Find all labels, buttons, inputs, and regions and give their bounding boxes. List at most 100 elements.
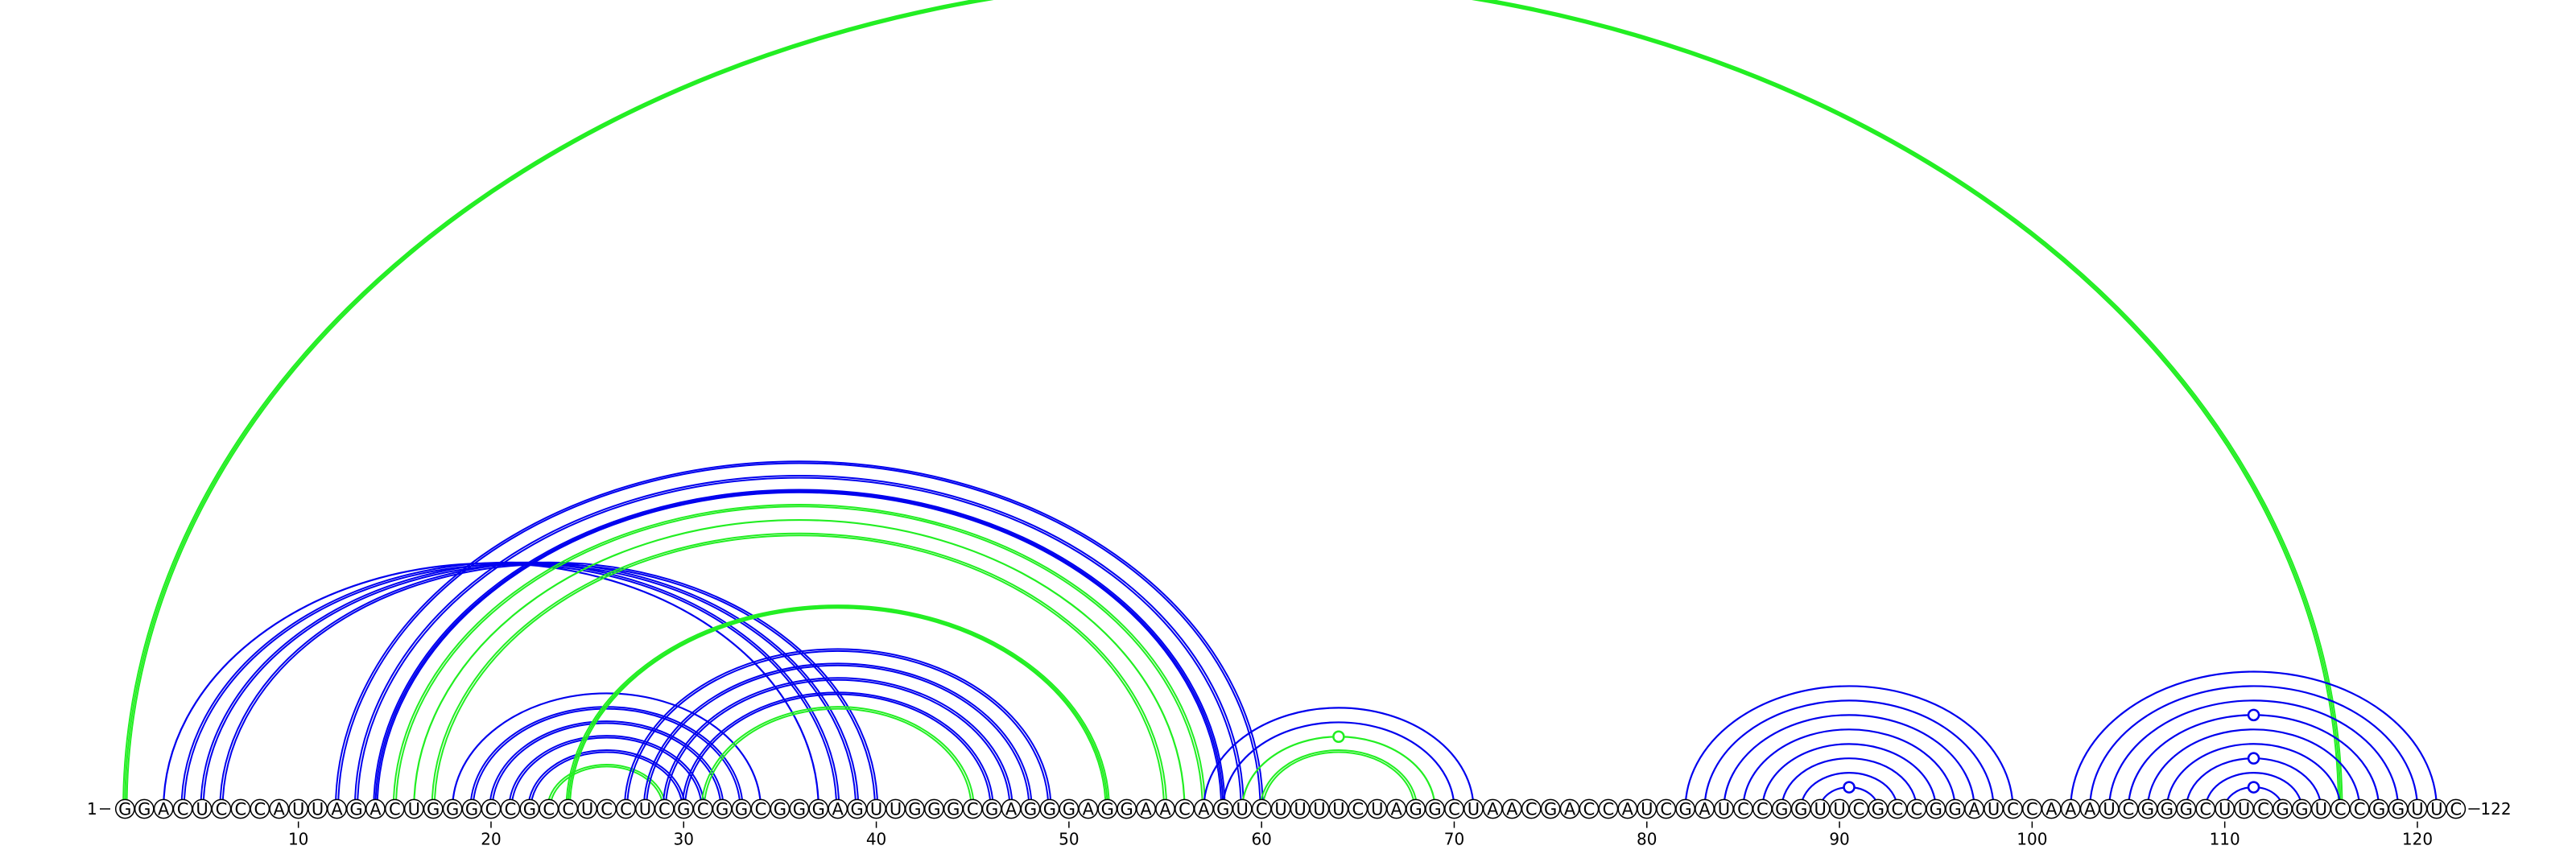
arc-13-59-line-1 <box>353 475 1245 810</box>
nucleotide: U <box>1270 798 1291 819</box>
nucleotide: G <box>114 798 135 819</box>
arc-6-40-line-1 <box>219 561 879 810</box>
nucleotide: G <box>2292 798 2312 819</box>
arc-1-116-line-1 <box>123 0 2342 809</box>
sequence-start-label: 1 <box>87 799 97 819</box>
nucleotide-letter: C <box>543 800 555 819</box>
nucleotide-letter: G <box>774 800 786 819</box>
nucleotide-letter: C <box>2257 800 2269 819</box>
nucleotide-letter: A <box>1487 800 1499 819</box>
nucleotide: A <box>1482 798 1503 819</box>
arc-24-52-line-2 <box>567 605 1108 810</box>
nucleotide-letter: A <box>1506 800 1518 819</box>
nucleotide: A <box>327 798 347 819</box>
nucleotide-letter: C <box>254 800 266 819</box>
nucleotide: G <box>1945 798 1965 819</box>
arc-104-119 <box>2107 699 2400 810</box>
nucleotide: G <box>847 798 867 819</box>
nucleotide-letter: G <box>1544 800 1557 819</box>
arc-apex-marker-1 <box>1332 730 1345 744</box>
nucleotide: C <box>654 798 675 819</box>
nucleotide: A <box>1386 798 1407 819</box>
nucleotide: C <box>1521 798 1542 819</box>
nucleotide-letter: G <box>1428 800 1441 819</box>
nucleotide: G <box>981 798 1002 819</box>
nucleotide-letter: U <box>1332 800 1344 819</box>
nucleotide: C <box>558 798 579 819</box>
nucleotide-letter: U <box>1371 800 1383 819</box>
arc-23-29-line-2 <box>549 765 664 810</box>
nucleotide: G <box>712 798 733 819</box>
tick-label: 60 <box>1251 830 1271 849</box>
nucleotide: C <box>211 798 232 819</box>
nucleotide-letter: A <box>1564 800 1576 819</box>
nucleotide-letter: C <box>1352 800 1364 819</box>
nucleotide: A <box>1964 798 1984 819</box>
nucleotide-letter: C <box>697 800 709 819</box>
arc-27-49-line-2 <box>626 650 1050 810</box>
arc-102-121 <box>2070 670 2438 810</box>
arc-27-49-line-1 <box>623 648 1052 810</box>
nucleotide: C <box>1887 798 1908 819</box>
tick-label: 120 <box>2402 830 2433 849</box>
tick-label: 80 <box>1637 830 1657 849</box>
nucleotide: U <box>1290 798 1311 819</box>
arc-31-45-line-2 <box>703 707 972 810</box>
nucleotide: G <box>1039 798 1060 819</box>
nucleotide-letter: G <box>677 800 690 819</box>
arc-14-58-line-1 <box>373 489 1226 810</box>
nucleotide: U <box>2310 798 2331 819</box>
nucleotide-letter: C <box>2026 800 2038 819</box>
nucleotide-letter: G <box>1043 800 1056 819</box>
tick-label: 50 <box>1059 830 1079 849</box>
nucleotide-letter: C <box>755 800 767 819</box>
nucleotide: U <box>1810 798 1831 819</box>
nucleotide: C <box>616 798 636 819</box>
nucleotide: U <box>1463 798 1484 819</box>
arc-109-114 <box>2204 772 2303 810</box>
arc-15-57-line-1 <box>392 503 1206 810</box>
nucleotide: A <box>1617 798 1638 819</box>
arc-18-34 <box>452 692 762 810</box>
nucleotide: U <box>635 798 655 819</box>
nucleotide-letter: G <box>908 800 921 819</box>
nucleotide-letter: U <box>1641 800 1653 819</box>
arc-28-48-line-1 <box>642 662 1033 810</box>
nucleotide: G <box>423 798 444 819</box>
nucleotide-letter: C <box>601 800 613 819</box>
nucleotide-letter: U <box>196 800 208 819</box>
arc-21-31-line-1 <box>508 735 705 810</box>
nucleotide: C <box>500 798 521 819</box>
nucleotide-letter: G <box>1063 800 1075 819</box>
nucleotide-letter: G <box>716 800 729 819</box>
arc-24-52-line-1 <box>565 604 1110 810</box>
nucleotide-letter: G <box>1024 800 1037 819</box>
nucleotide-letter: C <box>1256 800 1268 819</box>
nucleotide: G <box>2157 798 2178 819</box>
nucleotide: C <box>2195 798 2216 819</box>
nucleotide-letter: A <box>1968 800 1980 819</box>
arc-20-32-line-2 <box>491 722 722 810</box>
arc-apex-marker-5 <box>2247 708 2260 722</box>
nucleotide: G <box>924 798 944 819</box>
nucleotide-letter: U <box>2430 800 2442 819</box>
nucleotide-letter: A <box>1159 800 1171 819</box>
nucleotide-letter: U <box>890 800 902 819</box>
nucleotide-letter: C <box>1583 800 1596 819</box>
nucleotide: U <box>1309 798 1330 819</box>
nucleotide: G <box>731 798 752 819</box>
nucleotide-letter: A <box>1140 800 1152 819</box>
nucleotide: U <box>2215 798 2235 819</box>
nucleotide: A <box>1501 798 1522 819</box>
nucleotide: U <box>1829 798 1850 819</box>
arc-5-39-line-2 <box>202 563 857 810</box>
arc-103-120 <box>2089 685 2419 810</box>
nucleotide: A <box>2041 798 2062 819</box>
arc-22-30-line-1 <box>527 749 686 810</box>
nucleotide-letter: G <box>850 800 863 819</box>
nucleotide-letter: U <box>292 800 304 819</box>
arc-60-68-line-2 <box>1261 751 1416 810</box>
nucleotide-letter: A <box>1005 800 1018 819</box>
nucleotide: U <box>2426 798 2447 819</box>
